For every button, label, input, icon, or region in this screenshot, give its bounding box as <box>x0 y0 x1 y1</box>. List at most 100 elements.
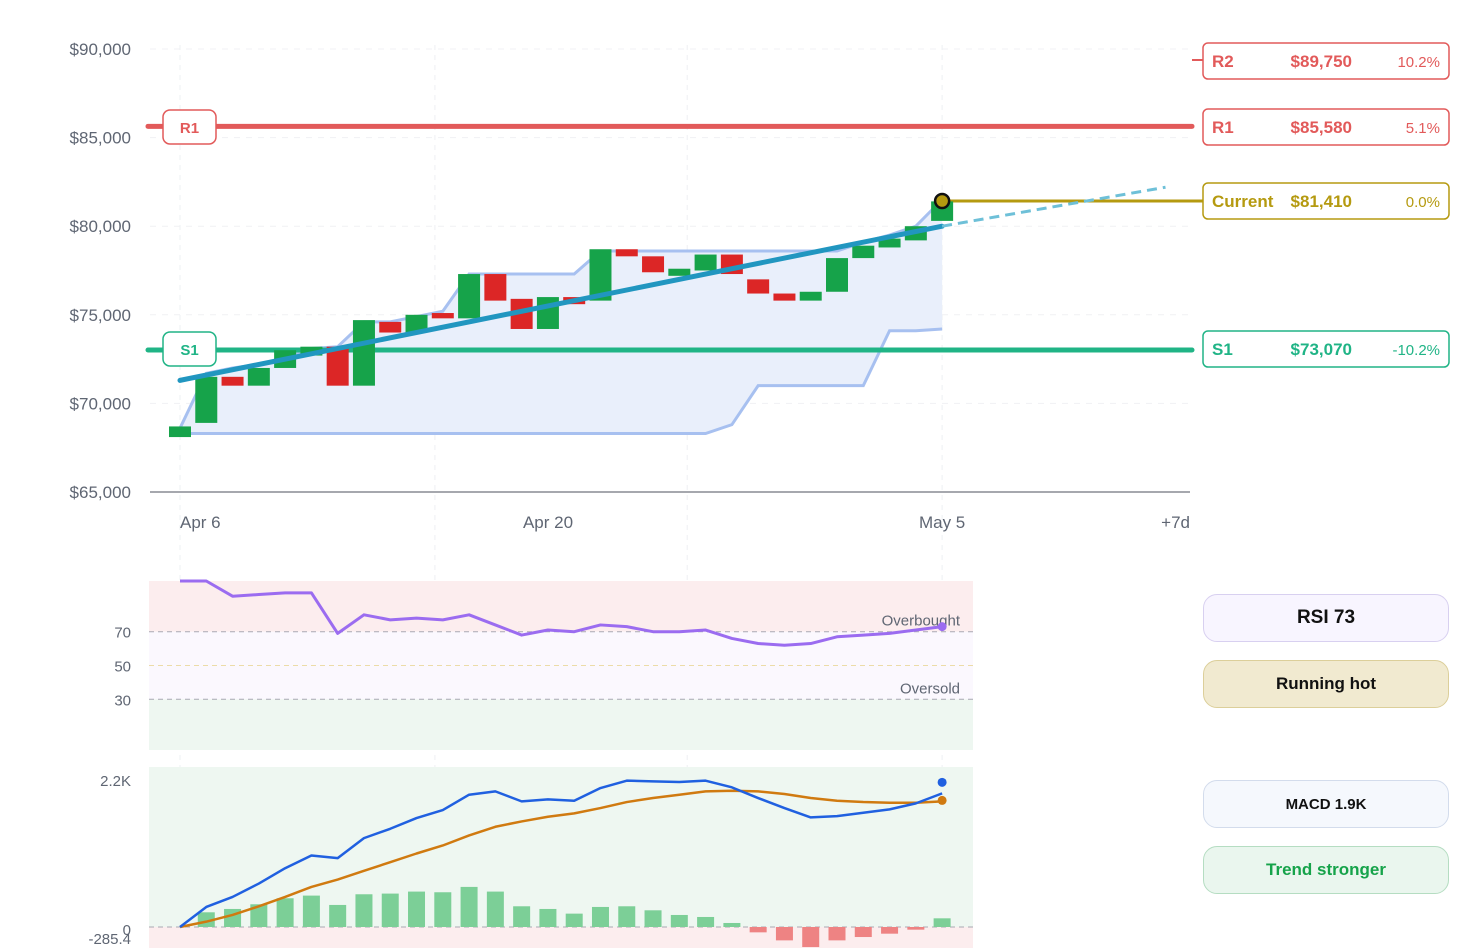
candle <box>352 320 375 386</box>
macd-histogram-bar <box>697 916 715 927</box>
macd-histogram-bar <box>802 927 820 948</box>
level-tag-name: R1 <box>1212 118 1234 137</box>
macd-histogram-bar <box>644 910 662 927</box>
macd-histogram-bar <box>775 927 793 941</box>
macd-histogram-bar <box>302 895 320 927</box>
price-x-tick-label: Apr 20 <box>523 513 573 532</box>
macd-signal-line <box>179 789 943 929</box>
support-s1-left-tag-box <box>162 331 217 367</box>
support-s1-left-tag-text: S1 <box>180 342 198 359</box>
rsi-neutral-zone <box>149 631 973 700</box>
level-tag-box <box>1202 330 1450 368</box>
macd-status-label: Trend stronger <box>1266 860 1386 879</box>
macd-histogram-bar <box>591 906 609 927</box>
candle <box>799 291 822 301</box>
macd-last-point <box>937 777 947 787</box>
candle <box>379 321 402 333</box>
macd-histogram-bar <box>460 886 478 927</box>
candle <box>694 254 717 271</box>
level-tag-pct: 10.2% <box>1397 54 1440 71</box>
overbought-label: Overbought <box>882 613 961 630</box>
support-s1-left-tag: S1 <box>162 331 217 367</box>
rsi-y-tick-label: 30 <box>114 692 131 709</box>
macd-histogram-bar <box>618 906 636 927</box>
candle <box>458 274 481 319</box>
r1-left-tag-box <box>162 109 217 145</box>
level-tag-price: $89,750 <box>1291 52 1352 71</box>
candle <box>668 268 691 276</box>
macd-histogram-bar <box>408 891 426 927</box>
macd-histogram-bar <box>933 918 951 927</box>
macd-histogram-bar <box>828 927 846 941</box>
level-tag-pct: 0.0% <box>1406 194 1440 211</box>
macd-histogram-bar <box>329 904 347 927</box>
level-tag-name: S1 <box>1212 340 1233 359</box>
rsi-last-point <box>937 622 947 632</box>
level-tag-s1: S1 $73,070 -10.2% <box>1202 330 1450 368</box>
level-tag-pct: 5.1% <box>1406 120 1440 137</box>
rsi-status-label: Running hot <box>1275 674 1377 693</box>
candle <box>221 376 244 386</box>
oversold-label: Oversold <box>900 680 960 697</box>
macd-negative-zone <box>149 927 973 948</box>
level-tag-box <box>1202 108 1450 146</box>
level-tag-current: Current $81,410 0.0% <box>1202 182 1450 220</box>
signal-last-point <box>937 795 947 805</box>
price-y-tick-label: $85,000 <box>70 129 131 148</box>
level-tag-box <box>1202 42 1450 80</box>
rsi-line <box>180 579 943 647</box>
r1-left-tag-text: R1 <box>180 120 199 137</box>
rsi-y-tick-label: 50 <box>114 659 131 676</box>
macd-status-card: Trend stronger <box>1203 846 1449 894</box>
candle <box>747 279 770 294</box>
rsi-panel: 70 50 30 Overbought Oversold <box>114 579 973 750</box>
candles <box>169 201 954 438</box>
macd-histogram-bar <box>276 898 294 927</box>
rsi-status-card: Running hot <box>1203 660 1449 708</box>
rsi-oversold-zone <box>149 699 973 750</box>
candle <box>169 426 191 438</box>
macd-histogram-bar <box>881 927 899 934</box>
price-x-tick-label: +7d <box>1161 513 1190 532</box>
macd-histogram-bar <box>224 908 242 927</box>
rsi-overbought-zone <box>149 581 973 632</box>
candle <box>878 238 901 248</box>
macd-histogram-bar <box>723 922 741 927</box>
candle <box>642 256 665 273</box>
macd-histogram-bar <box>670 914 688 927</box>
macd-line <box>179 779 943 928</box>
price-x-tick-label: May 5 <box>919 513 965 532</box>
candle <box>326 346 349 386</box>
price-y-tick-label: $65,000 <box>70 483 131 502</box>
level-tag-price: $81,410 <box>1291 192 1352 211</box>
candle <box>195 376 218 423</box>
rsi-card-label: RSI 73 <box>1296 607 1356 628</box>
macd-histogram-bar <box>355 894 373 927</box>
level-tag-box <box>1202 182 1450 220</box>
macd-card-label: MACD 1.9K <box>1285 795 1367 813</box>
r1-left-tag: R1 <box>162 109 217 145</box>
price-x-axis: Apr 6 Apr 20 May 5 +7d <box>180 513 1190 532</box>
price-y-tick-label: $70,000 <box>70 394 131 413</box>
candle <box>852 245 875 259</box>
price-y-tick-label: $75,000 <box>70 306 131 325</box>
macd-histogram-bar <box>854 927 872 938</box>
trend-line <box>177 223 945 383</box>
candle <box>773 293 796 301</box>
price-y-tick-label: $90,000 <box>70 40 131 59</box>
price-x-tick-label: Apr 6 <box>180 513 221 532</box>
macd-positive-zone <box>149 767 973 927</box>
rsi-y-tick-label: 70 <box>114 625 131 642</box>
candle <box>484 274 507 301</box>
candle <box>300 346 323 356</box>
macd-histogram-bar <box>907 927 925 930</box>
candle <box>510 298 533 329</box>
level-tag-price: $85,580 <box>1291 118 1352 137</box>
level-tag-name: Current <box>1212 192 1274 211</box>
price-channel-area <box>180 199 943 434</box>
level-tag-pct: -10.2% <box>1392 342 1440 359</box>
macd-histogram-bar <box>565 913 583 927</box>
macd-panel: 2.2K 0-285.4 <box>88 767 973 948</box>
macd-card: MACD 1.9K <box>1203 780 1449 828</box>
